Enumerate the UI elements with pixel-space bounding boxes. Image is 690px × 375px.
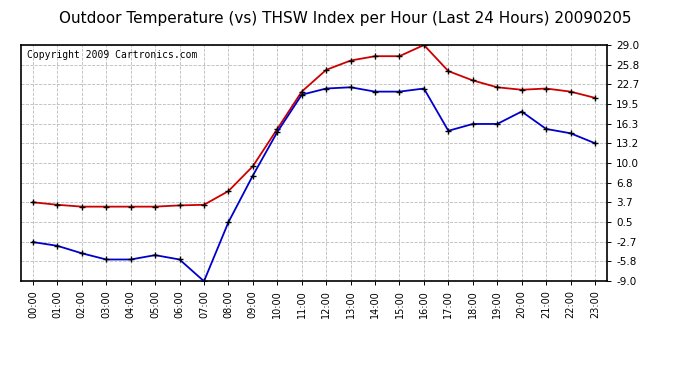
Text: Copyright 2009 Cartronics.com: Copyright 2009 Cartronics.com [26, 50, 197, 60]
Text: Outdoor Temperature (vs) THSW Index per Hour (Last 24 Hours) 20090205: Outdoor Temperature (vs) THSW Index per … [59, 11, 631, 26]
